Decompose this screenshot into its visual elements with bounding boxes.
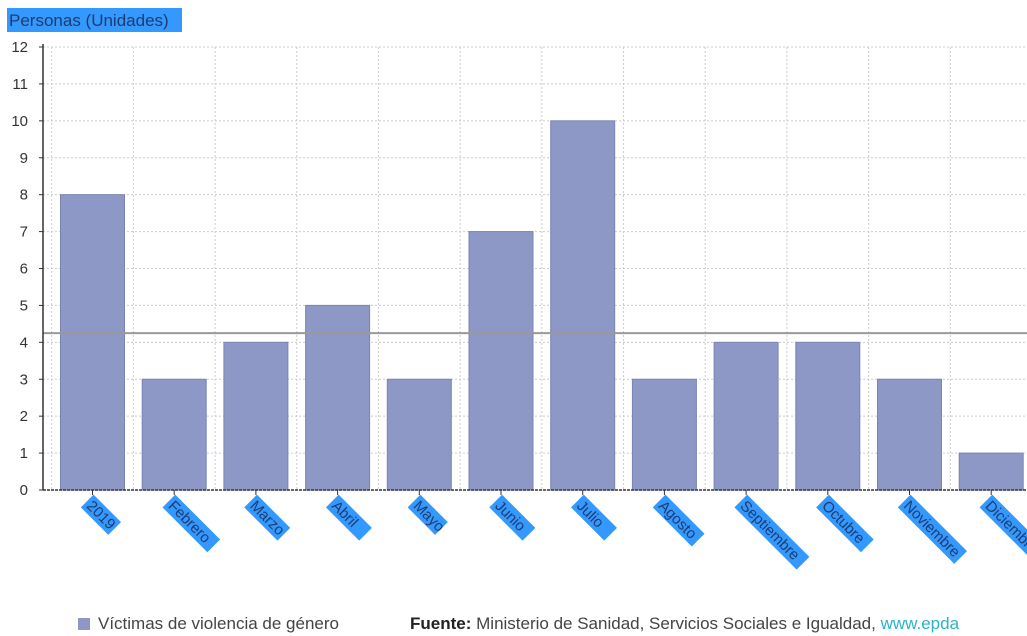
legend-swatch	[78, 618, 90, 630]
bar	[795, 341, 861, 491]
bar	[713, 341, 779, 491]
legend-label: Víctimas de violencia de género	[98, 614, 339, 633]
bar	[141, 378, 207, 491]
y-tick-label: 2	[20, 408, 28, 425]
y-axis-label: Personas (Unidades)	[9, 11, 169, 30]
x-tick-label-group: Agosto	[652, 494, 705, 547]
bar	[386, 378, 452, 491]
y-tick-label: 3	[20, 371, 28, 388]
x-tick-label: Marzo	[246, 498, 287, 539]
x-tick-label-group: Junio	[489, 494, 536, 541]
x-tick-label-group: Marzo	[244, 494, 291, 541]
y-tick-label: 7	[20, 224, 28, 241]
x-tick-label-highlight	[407, 494, 448, 535]
x-tick-label-group: Mayo	[407, 494, 448, 536]
x-tick-label-group: 2019	[80, 494, 122, 535]
bar	[468, 231, 534, 491]
x-tick-label-highlight	[652, 494, 705, 547]
x-tick-label-group: Diciembre	[979, 494, 1027, 564]
y-tick-label: 4	[20, 334, 28, 351]
x-tick-label-group: Abril	[325, 494, 372, 541]
source-link[interactable]: www.epda	[880, 614, 960, 633]
x-tick-label: Septiembre	[737, 498, 803, 564]
y-tick-label: 10	[11, 113, 28, 130]
source-label: Fuente:	[410, 614, 472, 633]
x-tick-label-highlight	[571, 494, 618, 541]
y-tick-label: 9	[20, 150, 28, 167]
x-tick-label: Octubre	[818, 498, 868, 548]
y-tick-label: 5	[20, 297, 28, 314]
x-tick-label-highlight	[979, 494, 1027, 564]
x-tick-label-highlight	[816, 494, 874, 553]
source-text: Ministerio de Sanidad, Servicios Sociale…	[476, 614, 876, 633]
y-tick-label: 6	[20, 261, 28, 278]
bar	[60, 194, 125, 491]
source-note: Fuente: Ministerio de Sanidad, Servicios…	[410, 614, 959, 634]
x-tick-label-group: Octubre	[816, 494, 874, 553]
y-tick-label: 12	[11, 39, 28, 56]
x-tick-label-group: Noviembre	[897, 494, 967, 564]
x-tick-label-highlight	[734, 494, 810, 570]
y-tick-label: 0	[20, 482, 28, 499]
y-tick-label: 11	[12, 76, 28, 93]
bar	[305, 304, 371, 491]
x-tick-label-highlight	[897, 494, 967, 564]
x-tick-label-highlight	[325, 494, 372, 541]
x-tick-label: Febrero	[165, 498, 214, 547]
y-tick-label: 1	[20, 445, 28, 462]
x-tick-label: Diciembre	[982, 498, 1027, 558]
x-tick-label-highlight	[489, 494, 536, 541]
y-tick-label: 8	[20, 187, 28, 204]
bar	[877, 378, 942, 491]
x-tick-label-highlight	[244, 494, 291, 541]
x-tick-label: Agosto	[655, 498, 700, 543]
y-axis-label-highlight	[7, 8, 182, 32]
bar	[631, 378, 697, 491]
x-tick-label-group: Febrero	[162, 494, 221, 553]
bar	[223, 341, 289, 491]
x-tick-label: Noviembre	[900, 498, 963, 561]
bar	[550, 120, 616, 491]
bar	[958, 452, 1024, 491]
x-tick-label-highlight	[162, 494, 221, 553]
x-tick-label: Mayo	[410, 498, 448, 536]
x-tick-label-group: Julio	[571, 494, 618, 541]
x-tick-label-highlight	[80, 494, 122, 535]
legend: Víctimas de violencia de género	[78, 614, 339, 634]
x-tick-label-group: Septiembre	[734, 494, 810, 570]
